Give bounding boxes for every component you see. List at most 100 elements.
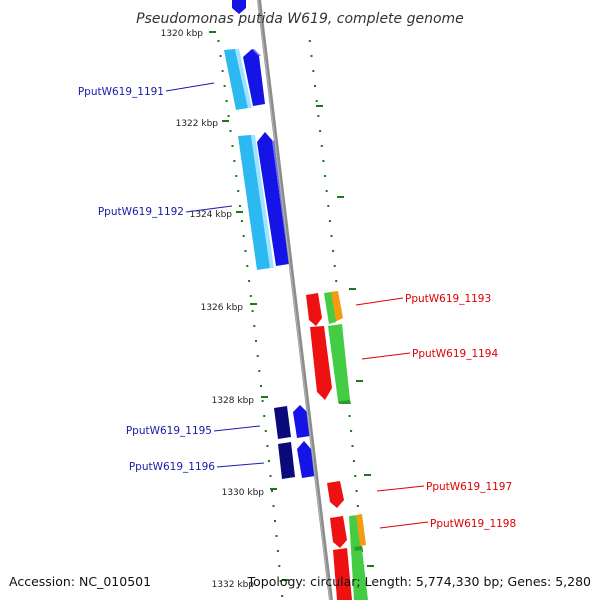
gene-leader-line [379, 521, 429, 529]
guide-dot [239, 205, 241, 207]
guide-dot [351, 445, 354, 447]
guide-dot [328, 220, 331, 222]
scale-tick-label: 1324 kbp [190, 210, 233, 220]
guide-dot [271, 490, 273, 492]
guide-dot [319, 130, 322, 132]
cds-feature-1192-outer [238, 135, 270, 270]
scale-tick-label: 1322 kbp [176, 119, 219, 129]
guide-dot [325, 190, 328, 192]
cds-feature-1197 [327, 481, 344, 508]
guide-dot [253, 325, 256, 327]
guide-dot [266, 445, 269, 447]
guide-dot [335, 280, 338, 282]
scale-tick-label: 1330 kbp [222, 488, 265, 498]
cds-feature-1198-shade [354, 546, 363, 551]
guide-dot [330, 235, 333, 237]
guide-dot [260, 385, 262, 387]
cds-feature-1194-red [310, 326, 332, 400]
gene-label-1191[interactable]: PputW619_1191 [78, 86, 164, 98]
guide-dot [308, 40, 311, 42]
cds-feature-1195-dark [274, 406, 291, 439]
cds-feature-1191-inner [243, 49, 265, 106]
guide-dot [281, 595, 284, 597]
guide-dot [242, 235, 245, 237]
guide-dot [278, 565, 281, 567]
guide-dot [274, 520, 276, 522]
guide-dot [324, 175, 327, 177]
gene-leader-line [213, 425, 261, 432]
gene-label-1192[interactable]: PputW619_1192 [98, 206, 184, 218]
guide-dot [315, 100, 318, 102]
guide-dot [217, 40, 220, 42]
guide-dot [235, 175, 238, 177]
accession-text: Accession: NC_010501 [9, 574, 151, 589]
cds-feature-1196-dark [278, 442, 295, 479]
gene-label-1193[interactable]: PputW619_1193 [405, 293, 491, 305]
gene-leader-line [355, 297, 404, 306]
tick-dots [217, 40, 367, 597]
guide-dot [249, 295, 252, 297]
guide-dot [246, 265, 249, 267]
gene-leader-line [361, 352, 411, 360]
gene-leader-line [376, 485, 425, 492]
gene-label-1196[interactable]: PputW619_1196 [129, 461, 215, 473]
guide-dot [322, 160, 325, 162]
guide-dot [276, 550, 279, 552]
guide-dot [219, 55, 222, 57]
guide-dot [240, 220, 243, 222]
guide-dot [244, 250, 247, 252]
map-title: Pseudomonas putida W619, complete genome [136, 11, 464, 27]
guide-dot [223, 85, 226, 87]
right-scale-ticks [316, 105, 374, 567]
guide-dot [267, 460, 270, 462]
cds-feature-1191-outer [224, 49, 248, 110]
cds-feature-1196-blue [297, 441, 315, 478]
genome-backbone [257, 0, 333, 600]
cds-feature-1195-blue [293, 405, 310, 438]
guide-dot [225, 100, 228, 102]
guide-dot [258, 370, 261, 372]
guide-dot [275, 535, 278, 537]
guide-dot [332, 250, 335, 252]
cds-feature-1198-red-a [330, 516, 347, 548]
guide-dot [229, 130, 232, 132]
guide-dot [256, 355, 259, 357]
gene-label-1198[interactable]: PputW619_1198 [430, 518, 516, 530]
guide-dot [251, 310, 254, 312]
guide-dot [237, 190, 240, 192]
guide-dot [233, 160, 236, 162]
scale-tick-label: 1326 kbp [201, 303, 244, 313]
guide-dot [312, 70, 315, 72]
guide-dot [310, 55, 313, 57]
gene-label-1194[interactable]: PputW619_1194 [412, 348, 498, 360]
cds-feature-partial-top [232, 0, 246, 14]
summary-text: Topology: circular; Length: 5,774,330 bp… [247, 574, 591, 589]
guide-dot [261, 400, 264, 402]
cds-feature-1194-green-shade [338, 400, 351, 404]
gene-labels: PputW619_1191 PputW619_1192 PputW619_119… [78, 82, 516, 530]
guide-dot [263, 415, 266, 417]
guide-dot [231, 145, 234, 147]
guide-dot [227, 115, 230, 117]
cds-feature-1198-red-b [333, 548, 352, 600]
gene-leader-line [185, 205, 233, 213]
guide-dot [221, 70, 224, 72]
guide-dot [355, 490, 358, 492]
scale-ticks: 1320 kbp 1322 kbp 1324 kbp 1326 kbp 1328… [161, 29, 289, 590]
guide-dot [272, 505, 275, 507]
guide-dot [333, 265, 336, 267]
guide-dot [350, 430, 353, 432]
cds-feature-1194-green [328, 324, 350, 401]
guide-dot [314, 85, 316, 87]
guide-dot [348, 415, 351, 417]
gene-leader-line [165, 82, 215, 92]
gene-label-1195[interactable]: PputW619_1195 [126, 425, 212, 437]
cds-feature-1192-outer-shade [251, 135, 274, 268]
genome-backbone-highlight [257, 0, 331, 600]
gene-label-1197[interactable]: PputW619_1197 [426, 481, 512, 493]
scale-tick-label: 1328 kbp [212, 396, 255, 406]
cds-feature-1191-outer-shade [235, 49, 252, 108]
guide-dot [354, 475, 357, 477]
guide-dot [352, 460, 355, 462]
